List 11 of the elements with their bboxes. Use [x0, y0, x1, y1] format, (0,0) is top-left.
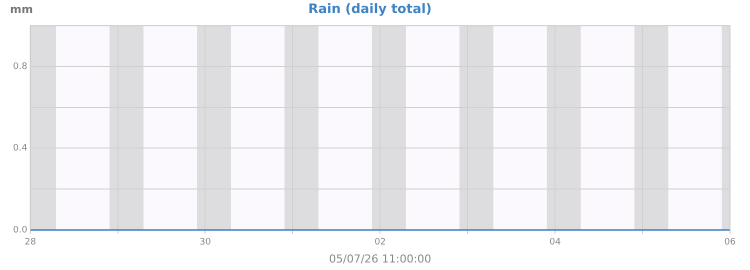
y-tick-label: 0.8: [12, 62, 28, 72]
x-tick-label: 02: [374, 238, 386, 248]
x-tick-label: 30: [200, 238, 212, 248]
x-axis-title: 05/07/26 11:00:00: [329, 252, 432, 266]
x-tick-label: 28: [24, 238, 36, 248]
x-tick-label: 06: [724, 238, 736, 248]
x-tick-label: 04: [549, 238, 562, 248]
y-axis-title: mm: [10, 2, 33, 16]
y-tick-label: 0.0: [12, 225, 28, 236]
chart-title: Rain (daily total): [308, 2, 432, 18]
y-tick-label: 0.4: [12, 144, 28, 154]
